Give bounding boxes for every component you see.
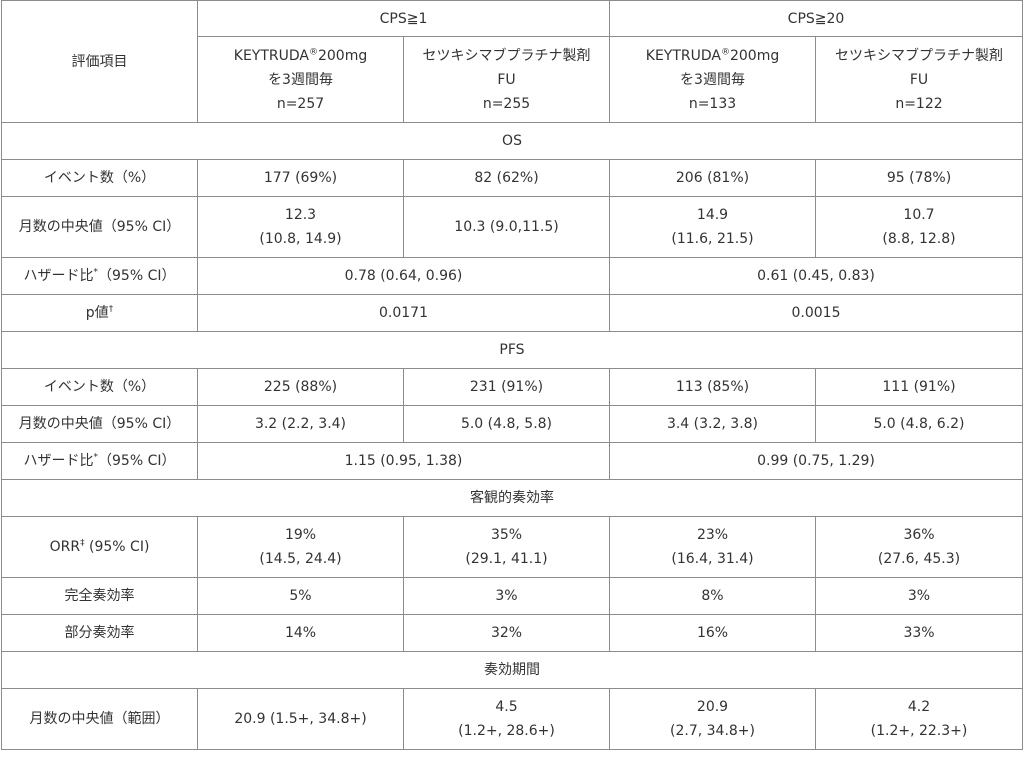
table-cell: 19% (14.5, 24.4) [197,516,404,578]
row-label: ハザード比*（95% CI） [1,442,198,480]
table-cell: 206 (81%) [609,159,816,197]
table-cell: 0.61 (0.45, 0.83) [609,257,1023,295]
table-cell: 231 (91%) [403,368,610,406]
table-cell: 36% (27.6, 45.3) [815,516,1023,578]
table-cell: 0.99 (0.75, 1.29) [609,442,1023,480]
table-cell: 111 (91%) [815,368,1023,406]
table-cell: 0.0015 [609,294,1023,332]
table-row: イベント数（%） 225 (88%) 231 (91%) 113 (85%) 1… [1,368,1023,406]
table-cell: 0.0171 [197,294,610,332]
table-cell: 10.3 (9.0,11.5) [403,196,610,258]
efficacy-results-table: 評価項目 CPS≧1 CPS≧20 KEYTRUDA®200mg を3週間毎 n… [1,0,1023,750]
table-cell: 4.5 (1.2+, 28.6+) [403,688,610,750]
table-cell: 8% [609,577,816,615]
row-label: 完全奏効率 [1,577,198,615]
table-cell: 5% [197,577,404,615]
header-arm-keytruda-cps1: KEYTRUDA®200mg を3週間毎 n=257 [197,36,404,123]
table-row: p値† 0.0171 0.0015 [1,294,1023,332]
header-arm-cetuximab-cps20: セツキシマブプラチナ製剤 FU n=122 [815,36,1023,123]
table-row: 部分奏効率 14% 32% 16% 33% [1,614,1023,652]
table-cell: 95 (78%) [815,159,1023,197]
table-cell: 20.9 (1.5+, 34.8+) [197,688,404,750]
table-row: ORR‡ (95% CI) 19% (14.5, 24.4) 35% (29.1, … [1,516,1023,578]
row-label: 月数の中央値（範囲） [1,688,198,750]
table-cell: 177 (69%) [197,159,404,197]
header-group-cps1: CPS≧1 [197,0,610,37]
section-row-pfs: PFS [1,331,1023,369]
table-cell: 113 (85%) [609,368,816,406]
header-row-label: 評価項目 [1,0,198,123]
table-cell: 5.0 (4.8, 6.2) [815,405,1023,443]
section-row-dor: 奏効期間 [1,651,1023,689]
table-cell: 23% (16.4, 31.4) [609,516,816,578]
table-cell: 3% [403,577,610,615]
section-row-os: OS [1,122,1023,160]
row-label: ORR‡ (95% CI) [1,516,198,578]
table-cell: 16% [609,614,816,652]
row-label: p値† [1,294,198,332]
table-cell: 33% [815,614,1023,652]
table-cell: 3% [815,577,1023,615]
table-cell: 4.2 (1.2+, 22.3+) [815,688,1023,750]
table-cell: 20.9 (2.7, 34.8+) [609,688,816,750]
table-cell: 225 (88%) [197,368,404,406]
row-label: 月数の中央値（95% CI） [1,196,198,258]
table-cell: 32% [403,614,610,652]
header-arm-row: KEYTRUDA®200mg を3週間毎 n=257 セツキシマブプラチナ製剤 … [2,36,1023,123]
row-label: 部分奏効率 [1,614,198,652]
header-group-row: 評価項目 CPS≧1 CPS≧20 [1,0,1023,123]
table-cell: 1.15 (0.95, 1.38) [197,442,610,480]
table-cell: 3.4 (3.2, 3.8) [609,405,816,443]
header-arm-keytruda-cps20: KEYTRUDA®200mg を3週間毎 n=133 [609,36,816,123]
header-group-cps20: CPS≧20 [609,0,1023,37]
header-arm-cetuximab-cps1: セツキシマブプラチナ製剤 FU n=255 [403,36,610,123]
section-row-orr: 客観的奏効率 [1,479,1023,517]
table-cell: 12.3 (10.8, 14.9) [197,196,404,258]
section-title: 客観的奏効率 [1,479,1023,517]
table-row: イベント数（%） 177 (69%) 82 (62%) 206 (81%) 95… [1,159,1023,197]
row-label: ハザード比*（95% CI） [1,257,198,295]
table-row: ハザード比*（95% CI） 1.15 (0.95, 1.38) 0.99 (0… [1,442,1023,480]
table-cell: 5.0 (4.8, 5.8) [403,405,610,443]
table-row: 月数の中央値（95% CI） 3.2 (2.2, 3.4) 5.0 (4.8, … [1,405,1023,443]
row-label: イベント数（%） [1,368,198,406]
table-cell: 0.78 (0.64, 0.96) [197,257,610,295]
table-cell: 14% [197,614,404,652]
table-row: 月数の中央値（範囲） 20.9 (1.5+, 34.8+) 4.5 (1.2+, … [1,688,1023,750]
row-label: 月数の中央値（95% CI） [1,405,198,443]
table-cell: 14.9 (11.6, 21.5) [609,196,816,258]
table-row: 完全奏効率 5% 3% 8% 3% [1,577,1023,615]
section-title: OS [1,122,1023,160]
table-row: 月数の中央値（95% CI） 12.3 (10.8, 14.9) 10.3 (9.… [1,196,1023,258]
section-title: PFS [1,331,1023,369]
table-cell: 35% (29.1, 41.1) [403,516,610,578]
table-cell: 82 (62%) [403,159,610,197]
table-cell: 10.7 (8.8, 12.8) [815,196,1023,258]
row-label: イベント数（%） [1,159,198,197]
section-title: 奏効期間 [1,651,1023,689]
table-cell: 3.2 (2.2, 3.4) [197,405,404,443]
table-row: ハザード比*（95% CI） 0.78 (0.64, 0.96) 0.61 (0… [1,257,1023,295]
